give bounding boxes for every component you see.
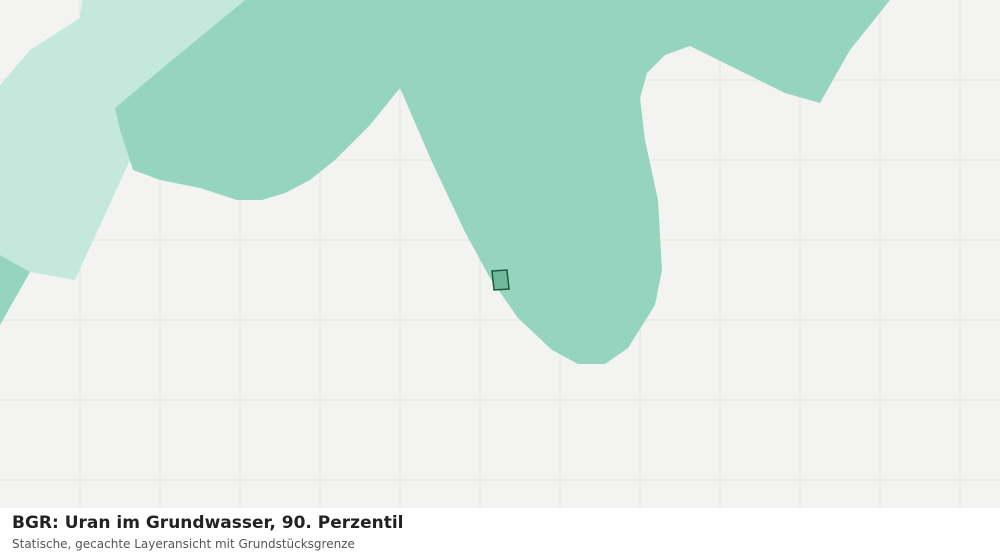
class-area xyxy=(0,255,30,325)
map-subtitle: Statische, gecachte Layeransicht mit Gru… xyxy=(12,537,355,551)
class-area xyxy=(115,0,890,364)
map-title: BGR: Uran im Grundwasser, 90. Perzentil xyxy=(12,513,404,533)
parcel-boundary[interactable] xyxy=(491,269,510,291)
low-class-area xyxy=(0,0,245,280)
map xyxy=(0,0,1000,508)
